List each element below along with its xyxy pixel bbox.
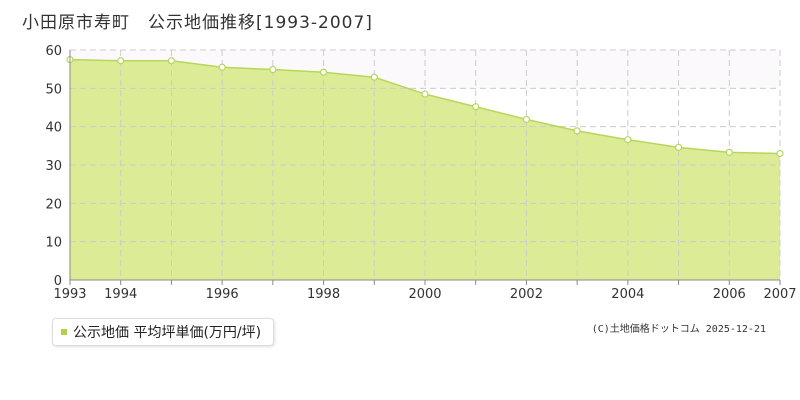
x-tick-label: 1994 xyxy=(104,287,137,302)
data-point xyxy=(370,73,378,81)
legend-label: 公示地価 平均坪単価(万円/坪) xyxy=(73,325,262,341)
data-point xyxy=(573,127,581,135)
x-tick-label: 2002 xyxy=(510,287,543,302)
chart-title: 小田原市寿町 公示地価推移[1993-2007] xyxy=(22,13,373,33)
y-tick-label: 20 xyxy=(45,197,62,212)
y-tick-label: 50 xyxy=(45,82,62,97)
data-point xyxy=(167,57,176,65)
data-point xyxy=(269,65,277,74)
data-point xyxy=(472,103,480,111)
data-point xyxy=(522,115,531,123)
y-tick-label: 60 xyxy=(45,44,62,59)
legend: 公示地価 平均坪単価(万円/坪) xyxy=(52,318,275,346)
y-tick-label: 10 xyxy=(45,236,62,251)
data-point xyxy=(117,57,125,65)
x-tick-label: 2006 xyxy=(713,287,746,302)
data-point xyxy=(674,143,683,151)
x-tick-label: 2007 xyxy=(763,287,796,302)
data-point xyxy=(776,149,784,158)
x-tick-label: 1993 xyxy=(53,287,86,302)
x-tick-label: 1998 xyxy=(307,287,340,302)
x-tick-label: 2004 xyxy=(611,287,644,302)
y-tick-label: 0 xyxy=(54,274,62,289)
copyright-credit: (C)土地価格ドットコム 2025-12-21 xyxy=(591,324,766,335)
y-tick-label: 40 xyxy=(45,121,62,136)
x-tick-label: 2000 xyxy=(408,287,441,302)
data-point xyxy=(218,63,226,71)
price-area xyxy=(70,59,780,281)
data-point xyxy=(725,148,733,156)
data-point xyxy=(624,136,632,144)
legend-swatch xyxy=(61,329,67,335)
x-tick-label: 1996 xyxy=(206,287,239,302)
y-tick-label: 30 xyxy=(45,159,62,174)
data-point xyxy=(421,90,429,98)
data-point xyxy=(319,68,328,76)
